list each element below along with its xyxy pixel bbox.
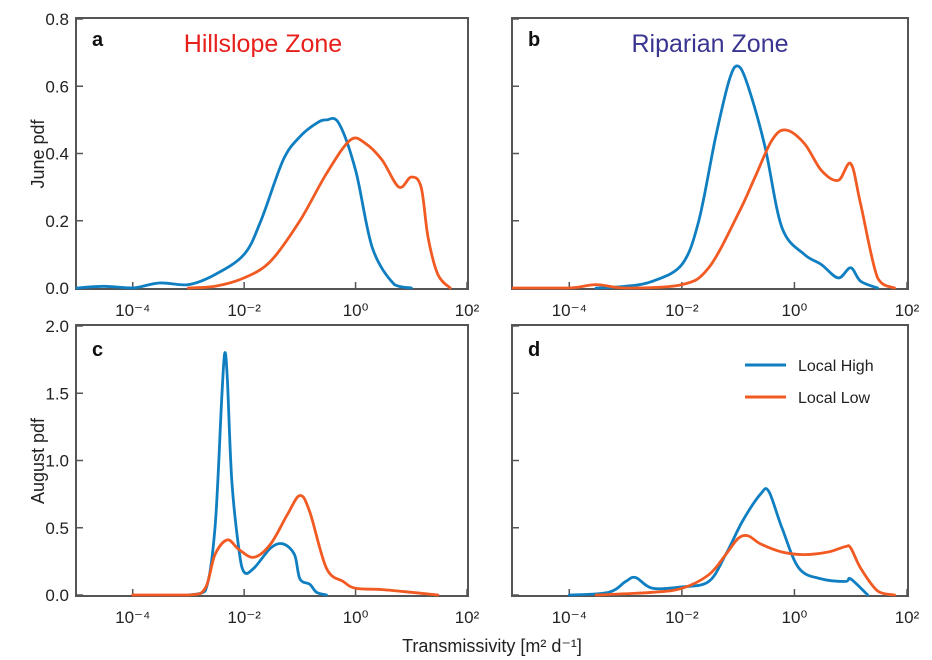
series-line-c-local-high (187, 351, 328, 597)
x-tick-label-d-2: 10⁰ (782, 608, 808, 627)
x-tick-label-a-1: 10⁻² (227, 301, 261, 320)
y-tick-label-a-2: 0.4 (45, 145, 69, 164)
x-tick-label-d-0: 10⁻⁴ (552, 608, 587, 627)
panel-a-title: Hillslope Zone (184, 30, 342, 58)
x-tick-label-c-1: 10⁻² (227, 608, 261, 627)
x-tick-label-a-3: 10² (455, 301, 480, 320)
panel-label-d: d (528, 339, 540, 361)
x-tick-label-c-0: 10⁻⁴ (115, 608, 150, 627)
x-tick-label-d-3: 10² (895, 608, 920, 627)
y-tick-label-c-4: 2.0 (45, 317, 69, 336)
series-line-d-local-low (594, 534, 896, 597)
series-line-a-local-low (187, 136, 452, 290)
x-tick-label-a-2: 10⁰ (343, 301, 369, 320)
x-tick-label-b-0: 10⁻⁴ (552, 301, 587, 320)
panel-c-frame (75, 324, 469, 597)
panel-b-title: Riparian Zone (631, 30, 788, 58)
series-line-a-local-high (75, 117, 413, 290)
panel-a-frame (75, 17, 469, 290)
legend-label-local-high: Local High (798, 358, 874, 375)
panel-label-c: c (92, 339, 103, 361)
x-tick-label-b-3: 10² (895, 301, 920, 320)
y-tick-label-c-1: 0.5 (45, 519, 69, 538)
series-line-b-local-low (511, 128, 896, 290)
series-line-d-local-high (567, 487, 870, 597)
y-tick-label-a-3: 0.6 (45, 77, 69, 96)
series-line-c-local-low (131, 494, 440, 597)
x-tick-label-c-3: 10² (455, 608, 480, 627)
panel-label-b: b (528, 29, 540, 51)
x-tick-label-b-1: 10⁻² (665, 301, 699, 320)
legend-label-local-low: Local Low (798, 390, 870, 407)
y-tick-label-c-0: 0.0 (45, 586, 69, 605)
x-tick-label-b-2: 10⁰ (782, 301, 808, 320)
y-tick-label-c-3: 1.5 (45, 384, 69, 403)
x-tick-label-d-1: 10⁻² (665, 608, 699, 627)
series-line-b-local-high (594, 64, 879, 290)
y-tick-label-a-4: 0.8 (45, 10, 69, 29)
panel-label-a: a (92, 29, 104, 51)
y-tick-label-a-1: 0.2 (45, 212, 69, 231)
panel-d-frame (511, 324, 909, 597)
curves-layer (75, 64, 896, 597)
y-axis-label-august: August pdf (28, 417, 48, 504)
x-axis-label: Transmissivity [m² d⁻¹] (402, 636, 582, 656)
y-axis-label-june: June pdf (28, 118, 48, 188)
y-tick-label-c-2: 1.0 (45, 452, 69, 471)
legend: Local High Local Low (745, 358, 874, 407)
ticks-layer: 10⁻⁴ 10⁻² 10⁰ 10² 0.0 0.2 0.4 0.6 0.8 10⁻⁴ 10⁻² 10⁰… (45, 10, 919, 627)
x-tick-label-a-0: 10⁻⁴ (115, 301, 150, 320)
y-tick-label-a-0: 0.0 (45, 279, 69, 298)
panel-b-frame (511, 17, 909, 290)
x-tick-label-c-2: 10⁰ (343, 608, 369, 627)
